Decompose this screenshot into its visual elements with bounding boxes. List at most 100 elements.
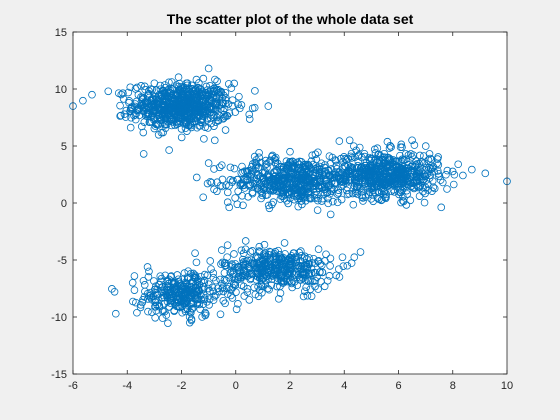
scatter-point [184,87,192,96]
scatter-point [178,115,187,124]
scatter-point [355,143,364,152]
scatter-point [251,87,259,95]
scatter-point [268,152,276,161]
x-tick-label: 2 [287,380,293,392]
scatter-point [311,259,319,267]
scatter-point [143,112,152,121]
scatter-point [201,107,210,116]
scatter-point [145,267,153,276]
scatter-point [216,275,224,284]
scatter-point [329,197,337,206]
scatter-point [420,159,428,167]
y-tick-label: -5 [57,255,67,267]
scatter-point [384,155,393,163]
scatter-point [229,270,237,279]
scatter-point [193,290,201,298]
scatter-point [245,110,254,119]
scatter-point [442,170,450,179]
scatter-point [160,102,168,111]
scatter-point [160,107,169,116]
scatter-point [184,267,193,275]
scatter-point [209,296,218,304]
scatter-point [343,190,352,199]
scatter-point [220,104,229,113]
scatter-point [282,275,291,284]
scatter-point [395,190,403,199]
scatter-point [302,268,311,277]
scatter-point [218,283,227,292]
scatter-point [213,77,221,85]
scatter-point [222,181,230,189]
scatter-point [187,100,196,108]
scatter-point [172,295,180,303]
scatter-point [277,266,286,275]
scatter-point [299,274,307,283]
scatter-point [335,265,343,273]
scatter-point [416,182,424,191]
scatter-point [184,285,192,294]
scatter-point [117,111,125,120]
scatter-point [284,199,292,208]
scatter-point [392,162,400,171]
scatter-point [137,301,145,309]
scatter-point [273,266,282,275]
scatter-point [397,164,405,173]
x-tick-label: 0 [233,380,239,392]
scatter-point [185,286,193,295]
scatter-point [316,259,325,268]
scatter-point [231,281,240,289]
scatter-point [327,184,336,192]
scatter-point [143,108,152,117]
scatter-point [200,278,209,287]
scatter-point [255,185,263,194]
scatter-point [326,254,335,263]
scatter-point [459,171,467,180]
scatter-point [314,172,323,181]
scatter-point [277,177,286,185]
scatter-point [350,179,359,187]
scatter-point [350,142,358,150]
scatter-point [434,161,443,169]
scatter-point [424,186,432,194]
scatter-point [156,277,165,286]
x-tick-label: -4 [122,380,132,392]
scatter-point [133,308,141,317]
scatter-point [125,97,133,105]
scatter-point [428,164,437,173]
scatter-point [234,100,242,109]
scatter-point [443,185,451,193]
scatter-point [205,295,214,303]
ticks-layer: -6 -4 -2 0 2 4 6 8 10 -15 -10 -5 0 5 10 15 [51,27,513,392]
scatter-point [301,165,309,173]
scatter-point [226,163,235,172]
scatter-point [225,109,234,117]
scatter-point [191,291,199,300]
scatter-point [324,199,333,208]
scatter-point [363,185,372,194]
scatter-point [361,170,369,179]
scatter-point [235,92,243,101]
scatter-point [212,85,221,94]
scatter-point [126,123,135,132]
scatter-point [174,275,183,284]
scatter-point [288,179,297,188]
scatter-point [421,142,430,150]
scatter-point [301,252,309,261]
scatter-point [185,313,194,321]
scatter-point [305,254,313,262]
scatter-point [340,153,348,161]
scatter-point [180,269,189,277]
scatter-point [140,118,149,126]
x-tick-label: -6 [68,380,78,392]
scatter-point [158,307,167,316]
scatter-point [228,260,236,268]
scatter-point [172,302,181,311]
scatter-point [192,109,201,117]
scatter-point [439,178,447,187]
scatter-point [276,180,285,188]
scatter-point [481,169,490,178]
scatter-point [276,282,284,291]
scatter-point [367,195,375,203]
scatter-point [160,286,169,294]
